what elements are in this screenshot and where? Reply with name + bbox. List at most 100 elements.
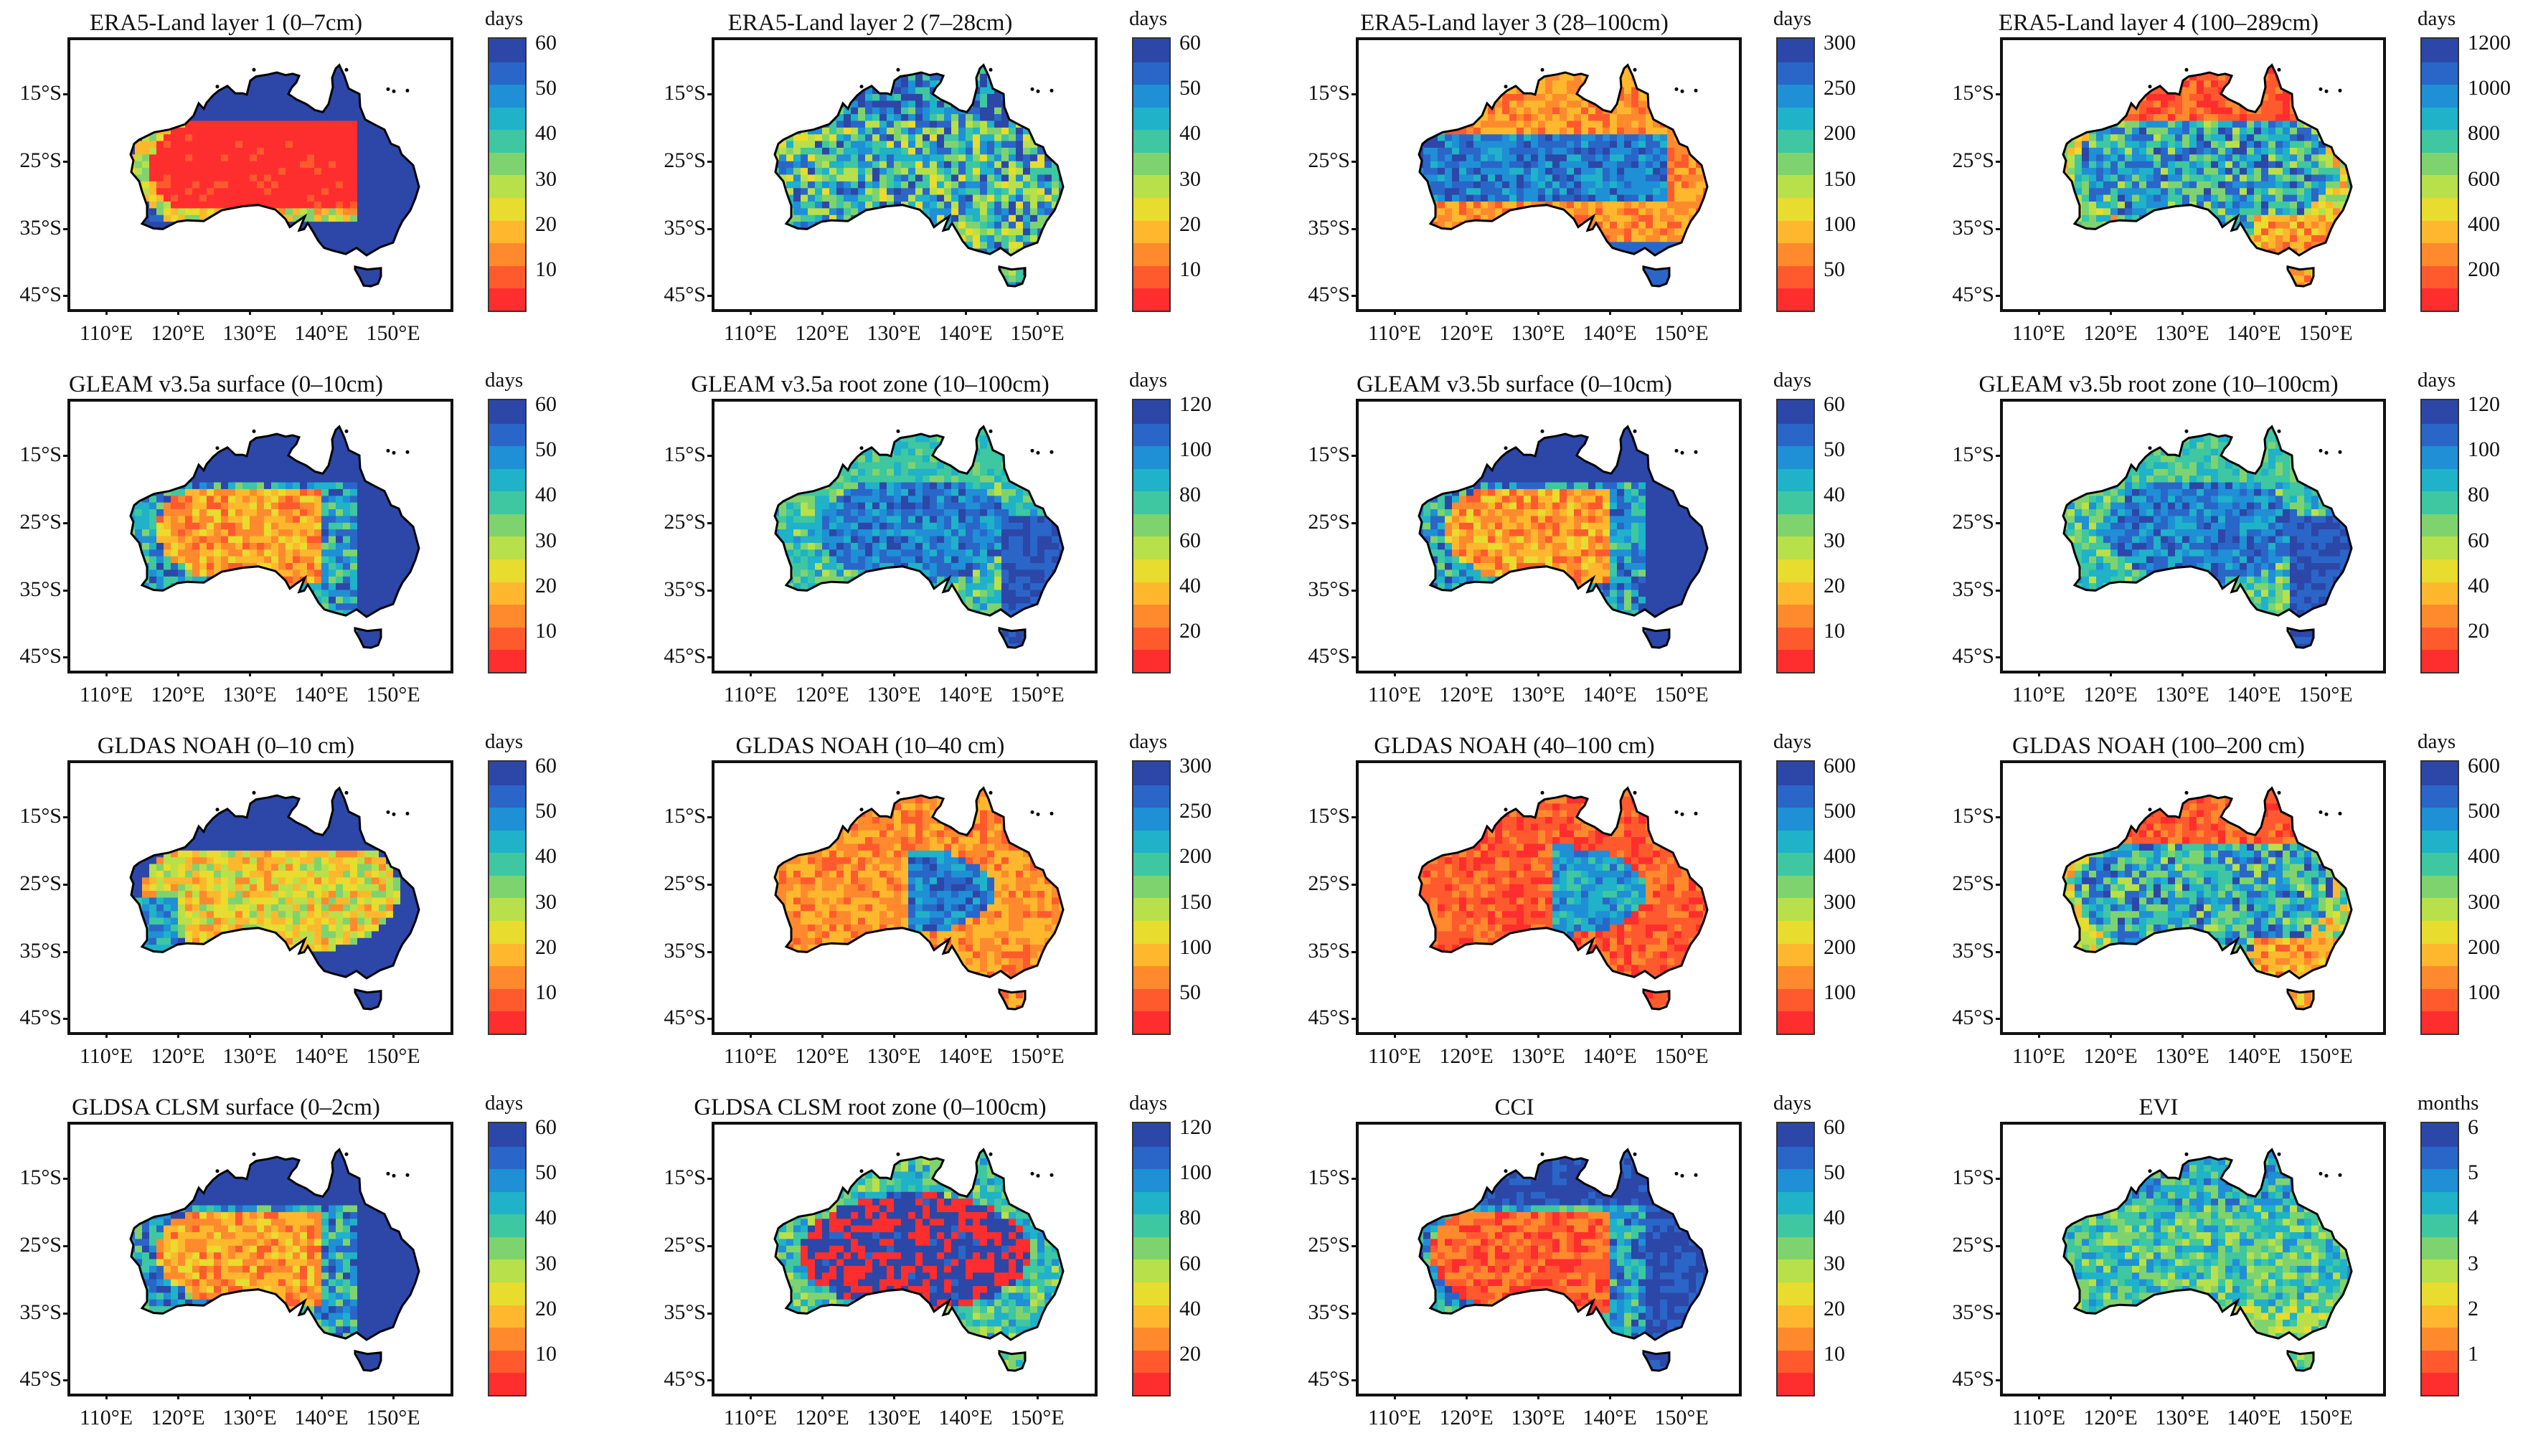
latitude-label: 25°S	[1308, 1233, 1350, 1257]
colorbar-segment	[2422, 604, 2458, 628]
colorbar	[1776, 1122, 1815, 1396]
longitude-tick	[1681, 309, 1683, 315]
longitude-label: 150°E	[366, 1406, 420, 1430]
colorbar-unit: days	[2418, 730, 2456, 754]
island-mark	[1694, 1173, 1698, 1177]
colorbar-unit: days	[485, 369, 523, 392]
colorbar	[1132, 1122, 1171, 1396]
island-mark	[392, 89, 396, 93]
longitude-tick	[249, 671, 251, 676]
latitude-label: 45°S	[19, 644, 62, 668]
colorbar-segment	[1133, 1123, 1169, 1147]
colorbar-segment	[489, 1259, 525, 1283]
longitude-label: 140°E	[294, 321, 348, 346]
colorbar-segment	[1778, 897, 1813, 922]
latitude-tick	[1996, 1018, 2001, 1021]
map-frame	[2000, 37, 2386, 312]
colorbar-tick-label: 40	[1824, 483, 1845, 507]
colorbar-segment	[2422, 422, 2458, 447]
longitude-tick	[750, 671, 752, 676]
colorbar-tick-label: 200	[1179, 844, 1212, 869]
longitude-label: 130°E	[222, 1406, 276, 1430]
latitude-label: 45°S	[1952, 1006, 1994, 1030]
longitude-label: 130°E	[867, 321, 920, 346]
latitude-tick	[1352, 227, 1357, 230]
map-panel: CCI 15°S 25°S 35°S 45°S 110°E 120°E 130°E 140°E 1…	[1288, 1084, 1921, 1448]
longitude-label: 140°E	[1582, 683, 1636, 707]
colorbar-segment	[1778, 84, 1813, 108]
island-mark	[1680, 450, 1684, 455]
latitude-tick	[1996, 1379, 2001, 1382]
longitude-tick	[105, 671, 108, 676]
colorbar-unit: days	[485, 7, 523, 31]
island-mark	[386, 87, 390, 91]
longitude-tick	[177, 1032, 179, 1038]
island-mark	[1674, 87, 1679, 91]
map-panel: ERA5-Land layer 4 (100–289cm) 15°S 25°S 35°…	[1933, 0, 2533, 364]
tasmania-outline	[1642, 1350, 1671, 1372]
island-mark	[1633, 1152, 1637, 1156]
map-frame	[2000, 1122, 2386, 1396]
latitude-label: 15°S	[1308, 81, 1350, 105]
island-mark	[1049, 1173, 1054, 1177]
map-frame	[67, 1122, 453, 1396]
latitude-label: 15°S	[19, 1166, 62, 1190]
island-mark	[1694, 88, 1698, 93]
island-mark	[1504, 85, 1508, 89]
colorbar-tick-label: 100	[1824, 212, 1856, 237]
latitude-tick	[707, 1178, 713, 1180]
map-frame	[1356, 1122, 1742, 1396]
longitude-tick	[893, 1032, 895, 1038]
colorbar	[1132, 37, 1171, 312]
colorbar-tick-label: 20	[1179, 1342, 1201, 1366]
tasmania-outline	[1642, 265, 1671, 288]
colorbar-segment	[489, 626, 525, 651]
longitude-tick	[249, 1394, 251, 1399]
island-mark	[1036, 450, 1040, 455]
colorbar-tick-label: 500	[2468, 799, 2500, 823]
colorbar-segment	[1133, 422, 1169, 447]
latitude-tick	[707, 816, 713, 818]
colorbar-segment	[1133, 174, 1169, 199]
colorbar-segment	[2422, 129, 2458, 153]
colorbar-tick-label: 200	[1824, 935, 1856, 960]
longitude-tick	[893, 309, 895, 315]
latitude-tick	[707, 1244, 713, 1247]
longitude-tick	[1466, 1394, 1468, 1399]
longitude-tick	[392, 309, 395, 315]
longitude-label: 140°E	[938, 1044, 992, 1069]
colorbar-tick-label: 60	[535, 31, 557, 55]
latitude-label: 25°S	[19, 510, 62, 534]
latitude-label: 25°S	[19, 1233, 62, 1257]
latitude-tick	[1352, 455, 1357, 457]
panel-title: GLDAS NOAH (40–100 cm)	[1288, 733, 1740, 760]
colorbar-segment	[1133, 897, 1169, 922]
map-panel: EVI 15°S 25°S 35°S 45°S 110°E 120°E 130°E 140°E 1…	[1933, 1084, 2533, 1448]
colorbar-tick-label: 80	[1179, 1206, 1201, 1230]
colorbar-segment	[489, 445, 525, 469]
longitude-label: 110°E	[80, 1406, 133, 1430]
longitude-label: 150°E	[1010, 321, 1064, 346]
data-field	[775, 426, 1063, 648]
island-mark	[1540, 429, 1544, 433]
colorbar-segment	[2422, 1282, 2458, 1305]
latitude-label: 35°S	[664, 577, 706, 602]
latitude-label: 35°S	[664, 216, 706, 240]
island-mark	[405, 450, 410, 454]
colorbar-tick-label: 10	[1824, 619, 1845, 643]
colorbar-segment	[1133, 829, 1169, 854]
latitude-tick	[63, 1312, 69, 1315]
colorbar-tick-label: 1	[2468, 1342, 2478, 1366]
colorbar-segment	[1133, 1304, 1169, 1328]
latitude-tick	[63, 589, 69, 592]
latitude-tick	[63, 160, 69, 163]
australia-map	[2062, 786, 2353, 1011]
longitude-tick	[105, 1032, 108, 1038]
longitude-label: 130°E	[867, 1406, 920, 1430]
longitude-label: 120°E	[151, 683, 204, 707]
longitude-label: 140°E	[938, 683, 992, 707]
colorbar-tick-label: 600	[1824, 754, 1856, 778]
colorbar	[488, 37, 527, 312]
latitude-label: 25°S	[664, 510, 706, 534]
latitude-tick	[1996, 656, 2001, 659]
